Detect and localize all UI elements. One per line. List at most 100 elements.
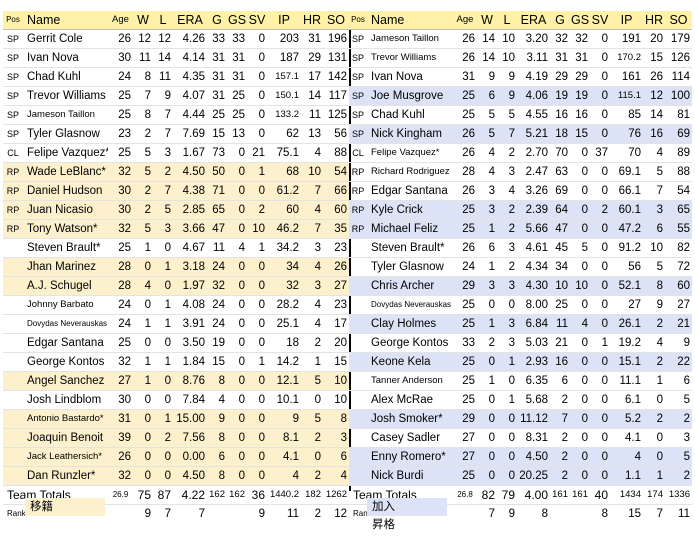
cell-w: 3 <box>477 200 497 220</box>
cell-pos <box>349 447 367 467</box>
cell-name: Nick Burdi <box>367 466 453 486</box>
header-g: G <box>550 11 570 30</box>
cell-age: 26 <box>108 447 133 467</box>
cell-ip: 10.1 <box>267 390 301 410</box>
cell-l: 9 <box>153 86 173 106</box>
cell-sv: 0 <box>247 48 267 68</box>
player-row: RP Kyle Crick 25 3 2 2.39 64 0 2 60.1 3 65 <box>349 200 692 220</box>
cell-age: 26 <box>453 143 477 163</box>
cell-sv: 1 <box>590 333 610 353</box>
right-stats-table: Pos Name Age W L ERA G GS SV IP HR SO SP Jameson Tail… <box>349 11 692 523</box>
cell-sv: 1 <box>247 352 267 372</box>
cell-sv: 0 <box>590 295 610 315</box>
cell-l: 7 <box>153 181 173 201</box>
cell-gs: 4 <box>570 314 590 334</box>
cell-hr: 29 <box>301 48 323 68</box>
rank-era: 8 <box>541 508 548 520</box>
cell-ip: 28.2 <box>267 295 301 315</box>
cell-age: 24 <box>108 314 133 334</box>
cell-g: 25 <box>207 105 227 125</box>
cell-pos <box>3 390 23 410</box>
cell-era: 4.06 <box>517 86 550 106</box>
cell-ip: 4 <box>267 466 301 486</box>
cell-sv: 0 <box>590 428 610 448</box>
cell-l: 1 <box>153 314 173 334</box>
cell-era: 7.69 <box>173 124 207 144</box>
cell-hr: 11 <box>301 105 323 125</box>
cell-pos <box>349 371 367 391</box>
cell-era: 4.61 <box>517 238 550 258</box>
totals-so: 1262 <box>323 485 349 505</box>
cell-so: 27 <box>665 295 692 315</box>
cell-w: 1 <box>477 314 497 334</box>
cell-era: 2.47 <box>517 162 550 182</box>
cell-g: 6 <box>207 447 227 467</box>
cell-l: 12 <box>153 29 173 49</box>
player-row: Angel Sanchez 27 1 0 8.76 8 0 0 12.1 5 10 <box>3 371 349 391</box>
cell-name: Tony Watson* <box>23 219 108 239</box>
cell-g: 63 <box>550 162 570 182</box>
cell-era: 2.70 <box>517 143 550 163</box>
cell-so: 6 <box>323 447 349 467</box>
cell-name: Michael Feliz <box>367 219 453 239</box>
cell-g: 47 <box>207 219 227 239</box>
cell-g: 15 <box>207 124 227 144</box>
player-row: SP Gerrit Cole 26 12 12 4.26 33 33 0 203 31 196 <box>3 29 349 49</box>
cell-age: 24 <box>108 67 133 87</box>
cell-g: 10 <box>550 276 570 296</box>
player-row: Casey Sadler 27 0 0 8.31 2 0 0 4.1 0 3 <box>349 428 692 448</box>
cell-sv: 0 <box>590 105 610 125</box>
header-sv: SV <box>247 11 267 30</box>
cell-g: 33 <box>207 29 227 49</box>
cell-l: 14 <box>153 48 173 68</box>
cell-so: 10 <box>323 371 349 391</box>
cell-sv: 2 <box>247 200 267 220</box>
cell-gs: 16 <box>570 105 590 125</box>
cell-l: 2 <box>153 428 173 448</box>
cell-l: 0 <box>497 428 517 448</box>
player-row: Joaquin Benoit 39 0 2 7.56 8 0 0 8.1 2 3 <box>3 428 349 448</box>
cell-w: 2 <box>133 124 153 144</box>
cell-era: 5.66 <box>517 219 550 239</box>
rank-sv: 9 <box>258 508 265 520</box>
cell-g: 16 <box>550 105 570 125</box>
cell-pos: RP <box>3 162 23 182</box>
cell-era: 8.31 <box>517 428 550 448</box>
cell-so: 3 <box>665 428 692 448</box>
cell-l: 2 <box>497 143 517 163</box>
cell-era: 4.44 <box>173 105 207 125</box>
cell-sv: 0 <box>247 29 267 49</box>
cell-gs: 15 <box>570 124 590 144</box>
cell-age: 32 <box>108 352 133 372</box>
cell-era: 1.67 <box>173 143 207 163</box>
header-w: W <box>477 11 497 30</box>
cell-g: 2 <box>550 428 570 448</box>
cell-g: 31 <box>550 48 570 68</box>
cell-age: 27 <box>453 428 477 448</box>
cell-g: 8 <box>207 371 227 391</box>
header-era: ERA <box>173 11 207 30</box>
player-row: Josh Lindblom 30 0 0 7.84 4 0 0 10.1 0 10 <box>3 390 349 410</box>
cell-g: 50 <box>207 162 227 182</box>
cell-hr: 31 <box>301 29 323 49</box>
cell-name: Gerrit Cole <box>23 29 108 49</box>
player-row: Dovydas Neverauskas 25 0 0 8.00 25 0 0 27 9 27 <box>349 295 692 315</box>
cell-hr: 7 <box>301 219 323 239</box>
player-row: CL Felipe Vazquez* 26 4 2 2.70 70 0 37 70 4 89 <box>349 143 692 163</box>
player-row: Enny Romero* 27 0 0 4.50 2 0 0 4 0 5 <box>349 447 692 467</box>
cell-sv: 0 <box>247 409 267 429</box>
cell-gs: 0 <box>570 371 590 391</box>
cell-name: Trevor Williams <box>23 86 108 106</box>
cell-w: 0 <box>133 409 153 429</box>
cell-hr: 2 <box>301 428 323 448</box>
player-row: SP Trevor Williams 25 7 9 4.07 31 25 0 150.1 14 117 <box>3 86 349 106</box>
cell-ip: 203 <box>267 29 301 49</box>
cell-hr: 4 <box>301 200 323 220</box>
cell-pos: RP <box>3 219 23 239</box>
header-gs: GS <box>227 11 247 30</box>
totals-era: 4.22 <box>173 485 207 505</box>
cell-name: Steven Brault* <box>367 238 453 258</box>
player-row: CL Felipe Vazquez* 25 5 3 1.67 73 0 21 75.1 4 88 <box>3 143 349 163</box>
cell-age: 30 <box>108 390 133 410</box>
cell-era: 0.00 <box>173 447 207 467</box>
